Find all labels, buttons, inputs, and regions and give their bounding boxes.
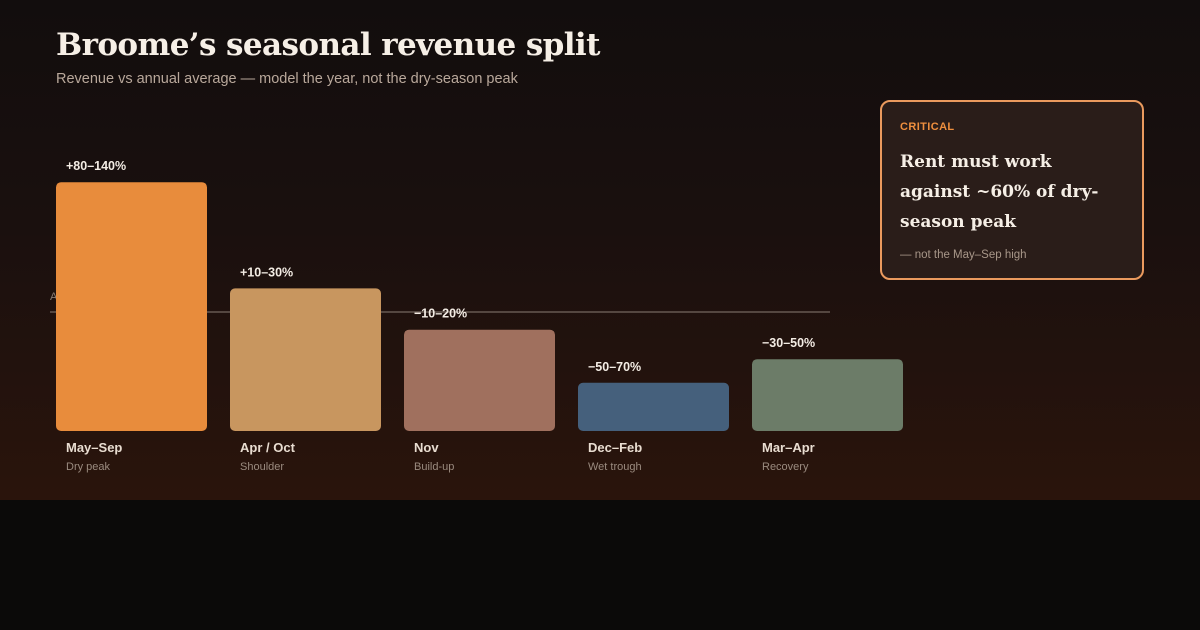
category-sublabel: Shoulder [240, 461, 284, 473]
bar [404, 329, 555, 431]
callout-body: Rent must work against ~60% of dry-seaso… [900, 152, 1099, 232]
category-sublabel: Build-up [414, 461, 454, 473]
category-sublabel: Recovery [762, 461, 809, 473]
critical-callout: CRITICAL Rent must work against ~60% of … [880, 100, 1144, 280]
category-sublabel: Wet trough [588, 461, 642, 473]
bar-data-label: −30–50% [762, 336, 815, 350]
bar [578, 382, 729, 431]
category-label: Mar–Apr [762, 440, 815, 455]
bar [230, 288, 381, 431]
bar-data-label: +80–140% [66, 159, 126, 173]
category-label: Apr / Oct [240, 440, 296, 455]
page-subtitle: Revenue vs annual average — model the ye… [56, 71, 518, 87]
callout-note: — not the May–Sep high [900, 249, 1027, 261]
bar-data-label: +10–30% [240, 265, 293, 279]
callout-tag: CRITICAL [900, 121, 955, 133]
category-sublabel: Dry peak [66, 461, 111, 473]
category-label: Nov [414, 440, 439, 455]
bar-data-label: −10–20% [414, 307, 467, 321]
bar [752, 359, 903, 431]
bar-data-label: −50–70% [588, 360, 641, 374]
bar [56, 182, 207, 431]
page-title: Broome’s seasonal revenue split [56, 27, 600, 63]
category-label: Dec–Feb [588, 440, 642, 455]
category-label: May–Sep [66, 440, 122, 455]
